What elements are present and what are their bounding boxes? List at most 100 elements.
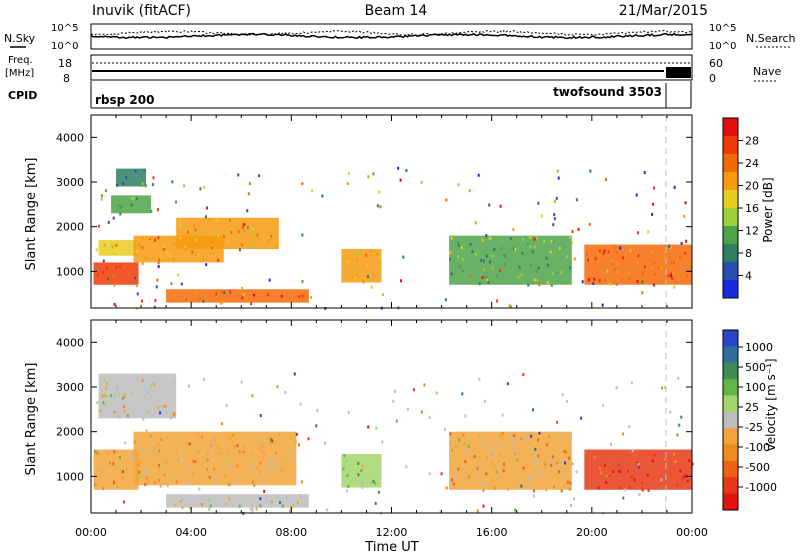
velocity-scatter-point: [664, 385, 667, 389]
velocity-scatter-point: [249, 507, 252, 511]
power-scatter-point: [376, 204, 379, 208]
power-speckle: [556, 271, 559, 275]
velocity-speckle: [568, 456, 571, 460]
power-scatter-point: [571, 229, 574, 233]
velocity-scatter-point: [440, 472, 443, 476]
velocity-scatter-point: [680, 415, 683, 419]
power-scatter-point: [538, 283, 541, 287]
velocity-scatter-point: [622, 432, 625, 436]
power-scatter-point: [653, 272, 656, 276]
power-scatter-point: [685, 239, 688, 243]
velocity-scatter-point: [428, 472, 431, 476]
velocity-speckle: [110, 487, 113, 491]
velocity-scatter-point: [530, 434, 533, 438]
velocity-speckle: [196, 432, 199, 436]
power-speckle: [503, 262, 506, 266]
velocity-speckle: [200, 435, 203, 439]
power-scatter-point: [379, 205, 382, 209]
power-scatter-point: [95, 248, 98, 252]
power-scatter-point: [573, 257, 576, 261]
velocity-speckle: [281, 504, 284, 508]
velocity-speckle: [151, 381, 154, 385]
power-scatter-point: [135, 307, 138, 311]
power-scatter-point: [203, 185, 206, 189]
power-scatter-point: [239, 242, 242, 246]
power-speckle: [194, 252, 197, 256]
velocity-speckle: [225, 502, 228, 506]
power-scatter-point: [485, 234, 488, 238]
power-speckle: [469, 242, 472, 246]
velocity-speckle: [552, 460, 555, 464]
velocity-scatter-point: [392, 399, 395, 403]
velocity-scatter-point: [435, 391, 438, 395]
power-speckle: [543, 239, 546, 243]
power-scatter-point: [533, 237, 536, 241]
power-speckle: [362, 280, 365, 284]
power-speckle: [141, 236, 144, 240]
power-scatter-point: [119, 212, 122, 216]
power-scatter-point: [100, 197, 103, 201]
power-scatter-point: [174, 200, 177, 204]
velocity-speckle: [481, 442, 484, 446]
power-region: [93, 262, 139, 285]
power-speckle: [351, 265, 354, 269]
power-speckle: [115, 266, 118, 270]
velocity-scatter-point: [208, 507, 211, 511]
velocity-speckle: [361, 480, 364, 484]
power-scatter-point: [585, 253, 588, 257]
power-speckle: [558, 246, 561, 250]
velocity-speckle: [113, 478, 116, 482]
velocity-speckle: [663, 457, 666, 461]
velocity-speckle: [99, 409, 102, 413]
velocity-speckle: [216, 445, 219, 449]
power-speckle: [461, 257, 464, 261]
power-scatter-point: [651, 212, 654, 216]
power-scatter-point: [179, 224, 182, 228]
velocity-speckle: [625, 486, 628, 490]
velocity-speckle: [238, 504, 241, 508]
power-scatter-point: [133, 276, 136, 280]
velocity-speckle: [157, 449, 160, 453]
velocity-scatter-point: [602, 403, 605, 407]
velocity-speckle: [213, 467, 216, 471]
velocity-speckle: [260, 445, 263, 449]
velocity-scatter-point: [119, 456, 122, 460]
velocity-speckle: [123, 393, 126, 397]
velocity-scatter-point: [122, 500, 125, 504]
velocity-scatter-point: [552, 455, 555, 459]
velocity-scatter-point: [678, 423, 681, 427]
power-speckle: [517, 275, 520, 279]
velocity-speckle: [270, 500, 273, 504]
power-speckle: [123, 265, 126, 269]
range-tick-label: 2000: [56, 221, 84, 234]
velocity-speckle: [534, 459, 537, 463]
power-speckle: [521, 251, 524, 255]
velocity-speckle: [208, 475, 211, 479]
velocity-speckle: [568, 487, 571, 491]
power-speckle: [586, 258, 589, 262]
velocity-speckle: [189, 466, 192, 470]
velocity-speckle: [537, 438, 540, 442]
power-speckle: [651, 250, 654, 254]
velocity-scatter-point: [677, 376, 680, 380]
velocity-data: [93, 372, 694, 515]
velocity-scatter-point: [612, 469, 615, 473]
power-data: [93, 166, 692, 311]
power-speckle: [610, 259, 613, 263]
velocity-speckle: [482, 488, 485, 492]
power-speckle: [270, 234, 273, 238]
time-tick-label: 12:00: [376, 526, 408, 539]
velocity-speckle: [493, 453, 496, 457]
power-speckle: [569, 266, 572, 270]
power-scatter-point: [635, 193, 638, 197]
power-speckle: [197, 254, 200, 258]
velocity-speckle: [342, 467, 345, 471]
velocity-speckle: [633, 478, 636, 482]
power-speckle: [602, 252, 605, 256]
velocity-speckle: [210, 451, 213, 455]
velocity-speckle: [556, 464, 559, 468]
power-scatter-point: [641, 291, 644, 295]
power-scatter-point: [205, 263, 208, 267]
velocity-speckle: [341, 479, 344, 483]
power-speckle: [657, 266, 660, 270]
